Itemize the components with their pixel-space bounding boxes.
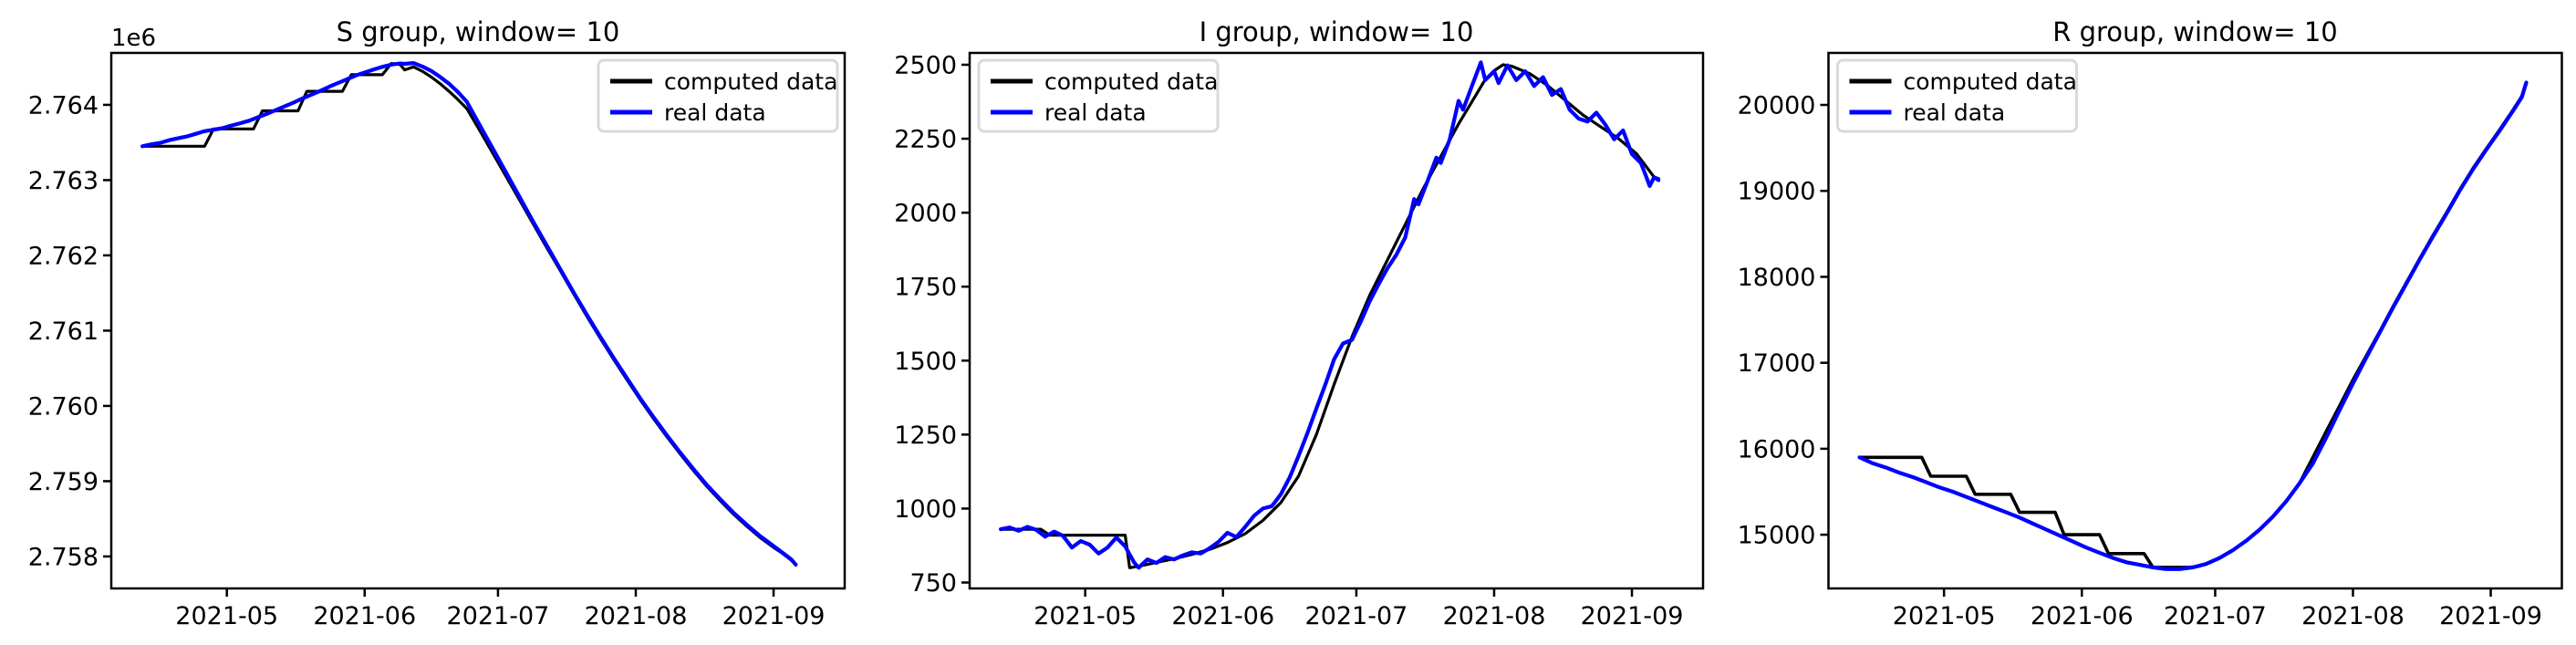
y-tick-label: 1500 <box>894 348 957 376</box>
x-tick-label: 2021-05 <box>175 602 278 630</box>
y-axis-offset-label: 1e6 <box>111 25 156 52</box>
real-data-line <box>1857 80 2529 571</box>
legend-label-real: real data <box>1044 99 1147 126</box>
x-tick-label: 2021-06 <box>313 602 416 630</box>
r-group-chart: R group, window= 10 2021-05 2021-06 2021-07… <box>1738 16 2563 630</box>
y-tick-label: 1750 <box>894 274 957 302</box>
axes-spines <box>109 51 847 590</box>
x-tick-label: 2021-06 <box>2031 602 2134 630</box>
chart-title: R group, window= 10 <box>2052 16 2337 47</box>
axes-spines <box>1827 51 2563 590</box>
chart-title: I group, window= 10 <box>1200 16 1474 47</box>
y-tick-label: 750 <box>909 569 957 598</box>
computed-data-line <box>999 63 1660 569</box>
y-tick-label: 18000 <box>1738 264 1816 292</box>
y-tick-label: 2.759 <box>28 468 99 496</box>
y-tick-label: 17000 <box>1738 349 1816 378</box>
y-tick-label: 2.760 <box>28 392 99 421</box>
legend-box <box>597 58 839 133</box>
legend-label-computed: computed data <box>1044 68 1218 95</box>
y-tick-label: 2.764 <box>28 91 99 120</box>
legend-label-real: real data <box>1904 99 2006 126</box>
y-tick-label: 2.761 <box>28 317 99 346</box>
legend-label-computed: computed data <box>664 68 837 95</box>
legend-box <box>977 58 1220 133</box>
legend-box <box>1836 58 2078 133</box>
x-tick-label: 2021-09 <box>2439 602 2542 630</box>
x-tick-label: 2021-07 <box>447 602 550 630</box>
y-tick-label: 19000 <box>1738 178 1816 206</box>
s-group-chart: S group, window= 10 1e6 2021-05 2021-06 2021… <box>28 16 847 630</box>
x-tick-label: 2021-06 <box>1171 602 1274 630</box>
y-tick-label: 1000 <box>894 495 957 524</box>
i-group-chart: I group, window= 10 2021-05 2021-06 2021-07… <box>894 16 1705 630</box>
y-tick-label: 2.758 <box>28 543 99 571</box>
y-tick-label: 15000 <box>1738 522 1816 550</box>
x-tick-label: 2021-07 <box>2164 602 2267 630</box>
x-tick-label: 2021-05 <box>1034 602 1137 630</box>
legend-label-computed: computed data <box>1904 68 2077 95</box>
legend-label-real: real data <box>664 99 766 126</box>
x-tick-label: 2021-08 <box>585 602 688 630</box>
y-tick-label: 2.763 <box>28 167 99 195</box>
axes-spines <box>968 51 1705 590</box>
y-tick-label: 2500 <box>894 51 957 79</box>
real-data-line <box>140 60 798 567</box>
computed-data-line <box>140 61 798 567</box>
y-tick-label: 20000 <box>1738 92 1816 120</box>
x-tick-label: 2021-05 <box>1893 602 1996 630</box>
x-tick-label: 2021-08 <box>2301 602 2405 630</box>
real-data-line <box>999 60 1661 570</box>
chart-panel-s-group: S group, window= 10 1e6 2021-05 2021-06 2021… <box>0 0 858 645</box>
x-tick-label: 2021-09 <box>1581 602 1684 630</box>
chart-panel-r-group: R group, window= 10 2021-05 2021-06 2021-07… <box>1717 0 2576 645</box>
y-tick-label: 2000 <box>894 200 957 228</box>
x-tick-label: 2021-09 <box>722 602 826 630</box>
x-tick-label: 2021-07 <box>1305 602 1408 630</box>
y-tick-label: 16000 <box>1738 435 1816 463</box>
y-tick-label: 2.762 <box>28 242 99 270</box>
x-tick-label: 2021-08 <box>1443 602 1546 630</box>
chart-panel-i-group: I group, window= 10 2021-05 2021-06 2021-07… <box>858 0 1717 645</box>
y-tick-label: 2250 <box>894 126 957 154</box>
y-tick-label: 1250 <box>894 421 957 450</box>
chart-title: S group, window= 10 <box>337 16 620 47</box>
